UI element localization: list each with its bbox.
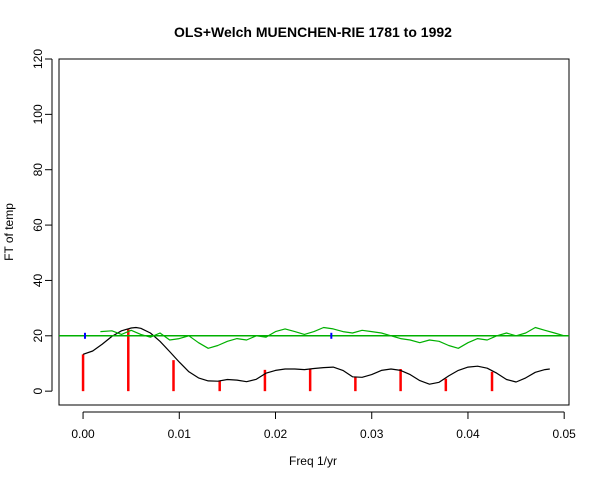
x-axis: 0.00 0.01 0.02 0.03 0.04 0.05 — [71, 411, 577, 441]
series-layer — [59, 326, 569, 392]
y-tick-label: 40 — [31, 273, 45, 287]
y-tick-label: 120 — [31, 49, 45, 69]
x-axis-label: Freq 1/yr — [289, 454, 337, 468]
y-tick-label: 60 — [31, 218, 45, 232]
y-tick-label: 20 — [31, 329, 45, 343]
x-tick-label: 0.05 — [553, 427, 577, 441]
y-tick-label: 0 — [31, 388, 45, 395]
y-axis-label: FT of temp — [2, 203, 16, 261]
x-tick-label: 0.01 — [168, 427, 192, 441]
x-tick-label: 0.03 — [360, 427, 384, 441]
x-tick-label: 0.02 — [264, 427, 288, 441]
y-axis: 0 20 40 60 80 100 120 — [31, 49, 53, 395]
plot-frame — [58, 58, 570, 406]
x-tick-label: 0.04 — [456, 427, 480, 441]
y-tick-label: 80 — [31, 163, 45, 177]
series-line — [100, 326, 565, 349]
y-tick-label: 100 — [31, 104, 45, 124]
x-tick-label: 0.00 — [71, 427, 95, 441]
chart-title: OLS+Welch MUENCHEN-RIE 1781 to 1992 — [174, 24, 452, 40]
